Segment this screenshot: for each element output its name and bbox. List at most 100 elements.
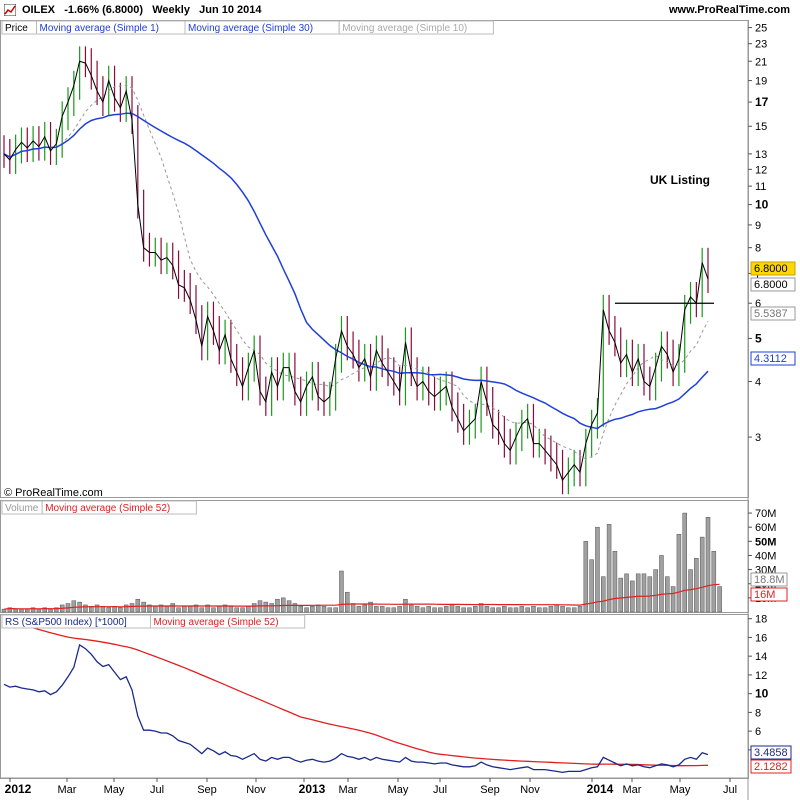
volume-bar: [566, 607, 571, 613]
rs-tick-label: 18: [755, 614, 767, 626]
volume-bar: [106, 607, 111, 613]
volume-bar: [606, 524, 612, 613]
volume-bar: [519, 606, 525, 613]
price-tick-label: 13: [755, 149, 767, 161]
volume-bar: [333, 607, 338, 613]
volume-bar: [711, 550, 717, 613]
symbol-date: Jun 10 2014: [199, 4, 262, 16]
volume-bar: [321, 606, 327, 613]
volume-bar: [153, 606, 158, 613]
volume-bar: [583, 541, 589, 613]
site-url[interactable]: www.ProRealTime.com: [668, 4, 790, 16]
volume-bar: [315, 604, 321, 613]
volume-bar: [298, 606, 303, 613]
volume-bar: [83, 604, 88, 613]
volume-bar: [362, 604, 367, 613]
price-badge-label: 6.8000: [754, 263, 788, 275]
uk-listing-annotation: UK Listing: [650, 173, 710, 187]
rs-badge-label: 3.4858: [754, 747, 788, 759]
volume-legend-label: Volume: [5, 503, 39, 514]
volume-bar: [502, 606, 507, 613]
x-tick-label: 2012: [5, 782, 32, 796]
volume-badge: [750, 572, 788, 587]
volume-bar: [577, 606, 583, 613]
rs-badge-label: 2.1282: [754, 761, 788, 773]
volume-bar: [356, 606, 362, 613]
volume-bar: [537, 607, 542, 613]
volume-bar: [618, 577, 623, 613]
rs-tick-label: 6: [755, 726, 761, 738]
price-badge-label: 4.3112: [754, 353, 787, 365]
rs-tick-label: 10: [755, 687, 769, 701]
volume-bar: [467, 607, 472, 613]
volume-bar: [490, 607, 495, 613]
price-tick-label: 9: [755, 220, 761, 232]
volume-bar: [25, 608, 30, 613]
volume-bar: [286, 600, 292, 613]
volume-bar: [414, 606, 420, 613]
price-tick-label: 25: [755, 23, 767, 35]
volume-bar: [234, 607, 239, 613]
volume-bar: [345, 591, 350, 613]
volume-bar: [129, 603, 135, 613]
volume-bar: [548, 606, 554, 613]
price-panel-frame: [0, 20, 749, 498]
price-tick-label: 21: [755, 56, 767, 68]
volume-bar: [397, 606, 402, 613]
volume-bar: [676, 534, 682, 613]
volume-bar: [339, 570, 344, 613]
volume-bar: [368, 601, 373, 613]
volume-bar: [409, 604, 414, 613]
volume-tick-label: 50M: [755, 536, 776, 548]
price-badge-label: 6.8000: [754, 279, 788, 291]
price-tick-label: 6: [755, 298, 761, 310]
price-badge-label: 5.5387: [754, 308, 788, 320]
volume-bar: [635, 573, 641, 613]
volume-bar: [48, 608, 53, 613]
price-badge: [750, 351, 796, 366]
price-tick-label: 12: [755, 164, 767, 176]
volume-bar: [659, 555, 664, 613]
volume-bar: [13, 608, 18, 613]
volume-bar: [94, 604, 100, 613]
ma10-line: [3, 84, 709, 460]
volume-badge-label: 16M: [754, 589, 775, 601]
prorealtime-logo-icon: [4, 4, 16, 16]
volume-bar: [688, 569, 693, 613]
volume-bar: [327, 607, 333, 613]
x-tick-label: Nov: [246, 784, 266, 796]
rs-line: [3, 643, 709, 774]
volume-bar: [7, 607, 13, 613]
volume-bar: [199, 607, 205, 613]
volume-bar: [187, 606, 193, 613]
volume-bar: [694, 558, 699, 613]
volume-bar: [525, 607, 530, 613]
volume-badge: [750, 587, 788, 602]
volume-bar: [612, 550, 618, 613]
volume-bar: [170, 603, 175, 613]
volume-bar: [222, 604, 228, 613]
symbol-title: OILEX -1.66% (6.8000) Weekly Jun 10 2014: [22, 4, 262, 16]
volume-bar: [205, 604, 210, 613]
price-tick-label: 23: [755, 39, 767, 51]
price-tick-label: 15: [755, 121, 767, 133]
volume-bar: [513, 607, 519, 613]
volume-bar: [699, 536, 705, 613]
volume-bar: [147, 604, 152, 613]
volume-bar: [30, 607, 36, 613]
volume-bar: [251, 603, 257, 613]
x-tick-label: Sep: [197, 784, 217, 796]
volume-bar: [624, 573, 629, 613]
price-legend-label: Moving average (Simple 30): [188, 23, 313, 34]
volume-bar: [420, 607, 426, 613]
volume-tick-label: 40M: [755, 550, 776, 562]
copyright-text: © ProRealTime.com: [4, 487, 103, 499]
volume-bar: [310, 606, 315, 613]
volume-bar: [647, 576, 653, 613]
volume-bar: [118, 607, 123, 613]
rs-tick-label: 8: [755, 707, 761, 719]
rs-ma52-line: [3, 619, 709, 767]
volume-bar: [217, 606, 222, 613]
x-tick-label: Mar: [339, 784, 358, 796]
